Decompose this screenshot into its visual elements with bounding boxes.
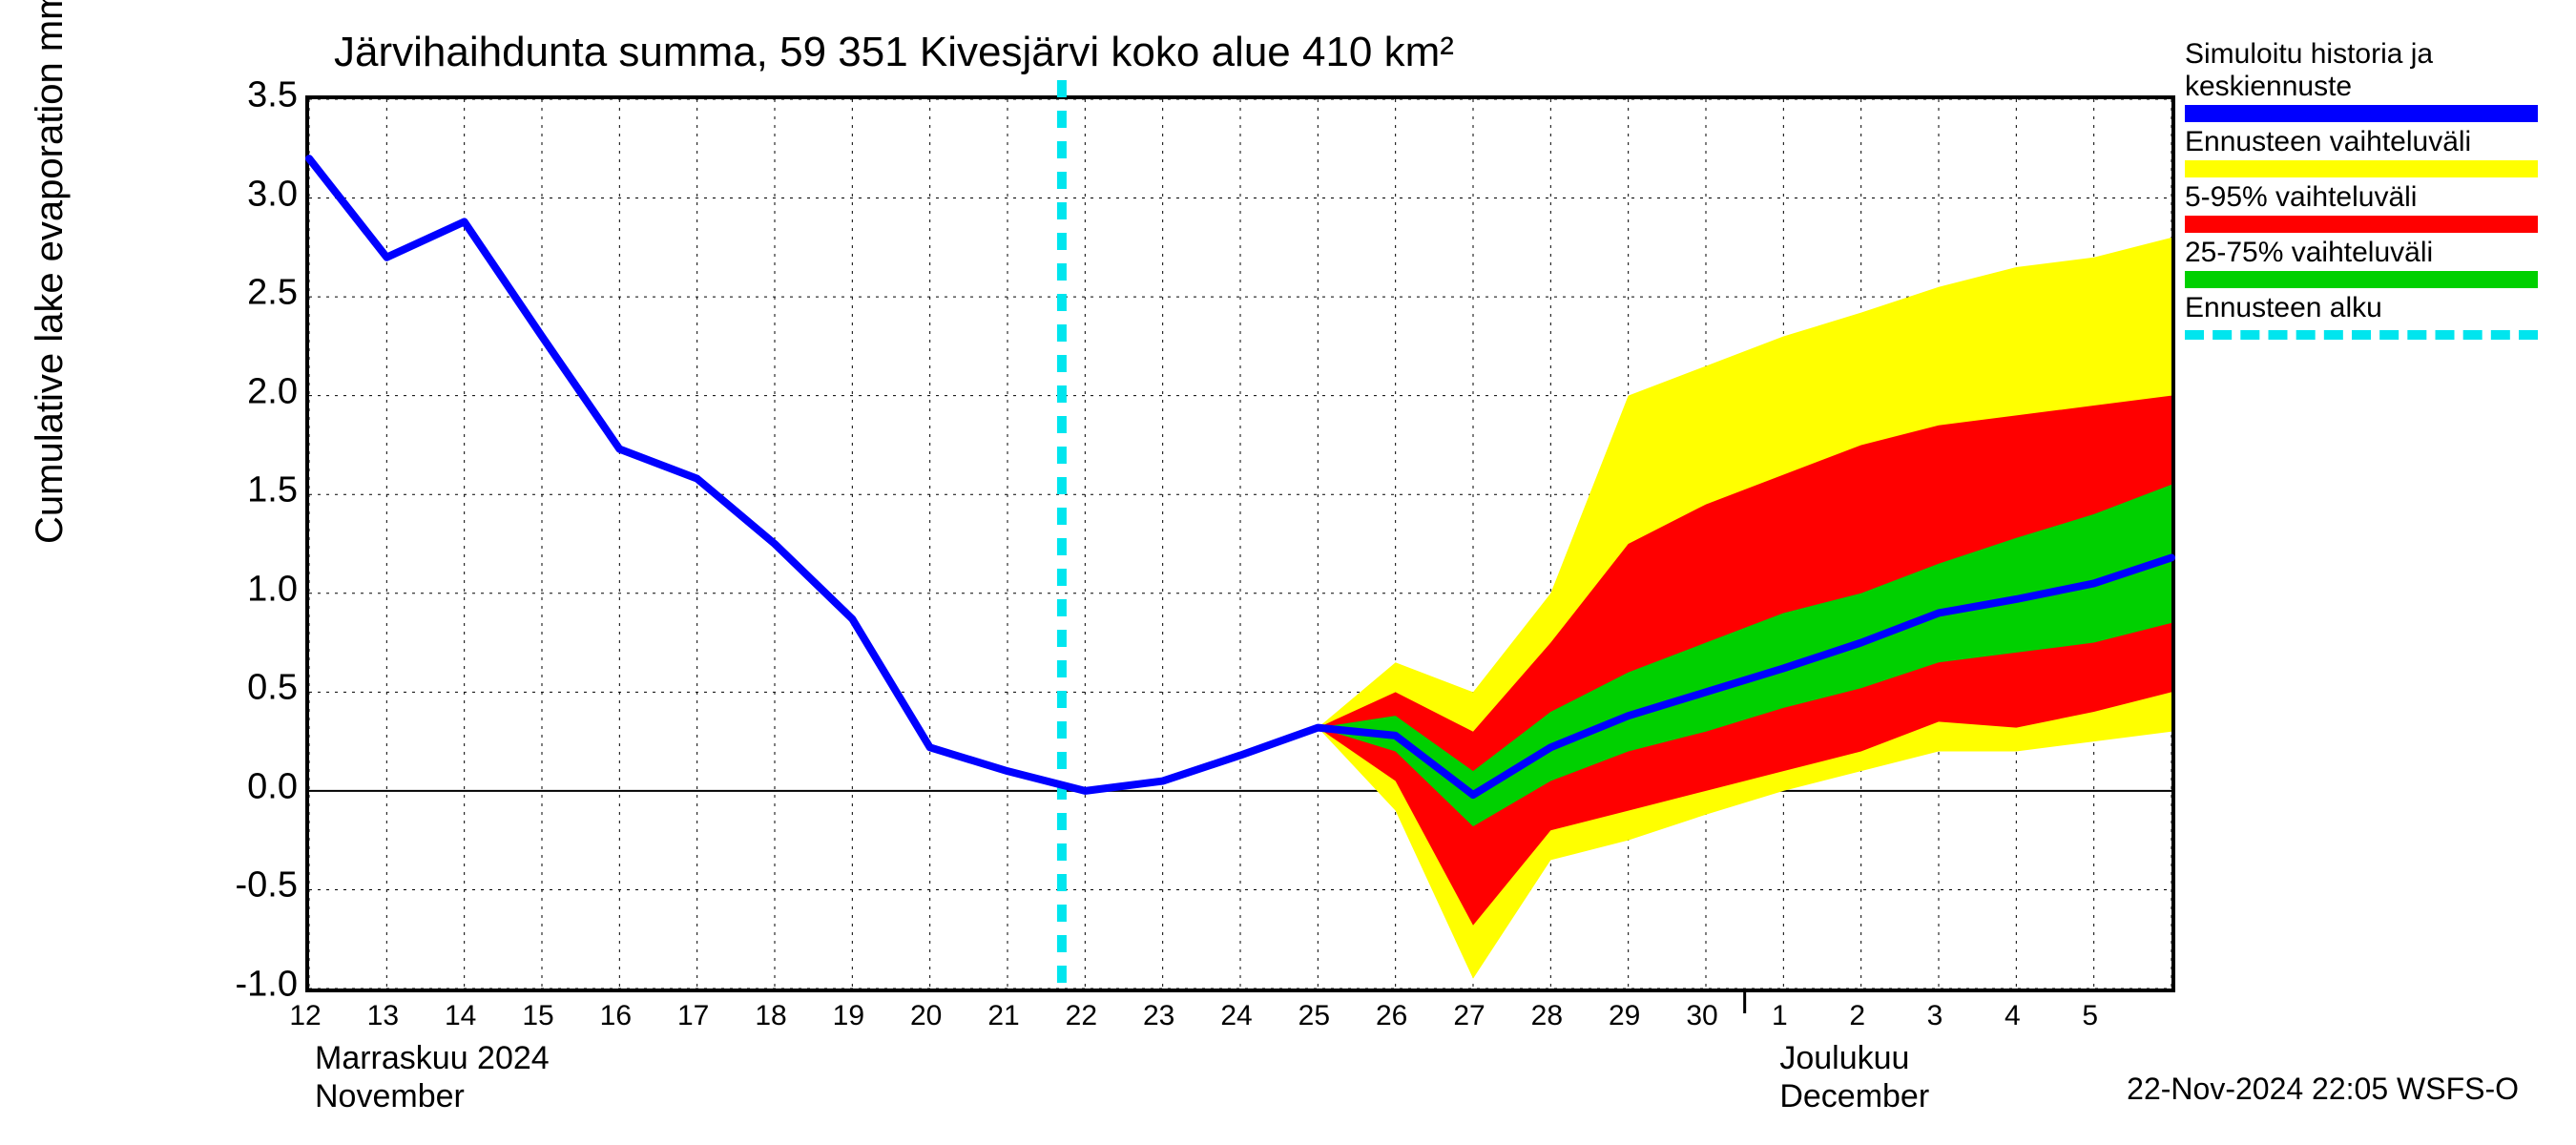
x-tick: 23 bbox=[1143, 1000, 1174, 1032]
plot-svg bbox=[309, 99, 2171, 989]
chart-title: Järvihaihdunta summa, 59 351 Kivesjärvi … bbox=[334, 29, 1454, 76]
y-tick: 1.5 bbox=[247, 470, 298, 511]
x-tick: 24 bbox=[1220, 1000, 1252, 1032]
x-tick: 16 bbox=[600, 1000, 632, 1032]
y-tick: -0.5 bbox=[236, 865, 298, 906]
x-tick: 13 bbox=[367, 1000, 399, 1032]
x-tick: 28 bbox=[1531, 1000, 1563, 1032]
y-tick: 2.5 bbox=[247, 273, 298, 314]
y-tick: 1.0 bbox=[247, 569, 298, 610]
footer-timestamp: 22-Nov-2024 22:05 WSFS-O bbox=[2127, 1072, 2519, 1107]
x-tick: 3 bbox=[1927, 1000, 1943, 1032]
legend-item: 25-75% vaihteluväli bbox=[2185, 237, 2566, 288]
x-tick: 5 bbox=[2082, 1000, 2098, 1032]
x-tick: 18 bbox=[755, 1000, 786, 1032]
chart-container: Järvihaihdunta summa, 59 351 Kivesjärvi … bbox=[0, 0, 2576, 1145]
x-tick: 12 bbox=[289, 1000, 321, 1032]
x-tick: 2 bbox=[1849, 1000, 1865, 1032]
x-tick: 19 bbox=[833, 1000, 864, 1032]
x-tick: 1 bbox=[1772, 1000, 1788, 1032]
legend-label: Ennusteen vaihteluväli bbox=[2185, 126, 2566, 158]
x-tick: 26 bbox=[1376, 1000, 1407, 1032]
x-tick: 29 bbox=[1609, 1000, 1640, 1032]
x-tick: 20 bbox=[910, 1000, 942, 1032]
legend-label: Simuloitu historia ja keskiennuste bbox=[2185, 38, 2566, 103]
legend-label: 25-75% vaihteluväli bbox=[2185, 237, 2566, 269]
y-tick: 2.0 bbox=[247, 371, 298, 412]
legend: Simuloitu historia ja keskiennuste Ennust… bbox=[2185, 38, 2566, 344]
legend-label: Ennusteen alku bbox=[2185, 292, 2566, 324]
legend-swatch bbox=[2185, 216, 2538, 233]
legend-item: Simuloitu historia ja keskiennuste bbox=[2185, 38, 2566, 122]
plot-area bbox=[305, 95, 2175, 992]
x-tick: 21 bbox=[987, 1000, 1019, 1032]
legend-item: Ennusteen alku bbox=[2185, 292, 2566, 340]
legend-swatch bbox=[2185, 330, 2538, 340]
y-axis-label: Cumulative lake evaporation mm bbox=[29, 0, 72, 544]
month-label-fi-left: Marraskuu 2024 bbox=[315, 1040, 550, 1077]
legend-label: 5-95% vaihteluväli bbox=[2185, 181, 2566, 214]
legend-item: 5-95% vaihteluväli bbox=[2185, 181, 2566, 233]
y-tick: 0.0 bbox=[247, 766, 298, 807]
legend-swatch bbox=[2185, 271, 2538, 288]
x-tick: 30 bbox=[1686, 1000, 1717, 1032]
legend-swatch bbox=[2185, 160, 2538, 177]
y-tick: 0.5 bbox=[247, 668, 298, 709]
month-label-en-right: December bbox=[1779, 1078, 1929, 1115]
legend-swatch bbox=[2185, 105, 2538, 122]
month-label-fi-right: Joulukuu bbox=[1779, 1040, 1909, 1077]
y-tick: -1.0 bbox=[236, 965, 298, 1006]
x-tick: 22 bbox=[1066, 1000, 1097, 1032]
x-tick: 14 bbox=[445, 1000, 476, 1032]
x-tick: 15 bbox=[522, 1000, 553, 1032]
y-tick: 3.5 bbox=[247, 75, 298, 116]
x-tick: 27 bbox=[1453, 1000, 1485, 1032]
month-label-en-left: November bbox=[315, 1078, 465, 1115]
legend-item: Ennusteen vaihteluväli bbox=[2185, 126, 2566, 177]
x-tick: 25 bbox=[1298, 1000, 1330, 1032]
x-tick: 17 bbox=[677, 1000, 709, 1032]
x-tick: 4 bbox=[2005, 1000, 2021, 1032]
y-tick: 3.0 bbox=[247, 174, 298, 215]
